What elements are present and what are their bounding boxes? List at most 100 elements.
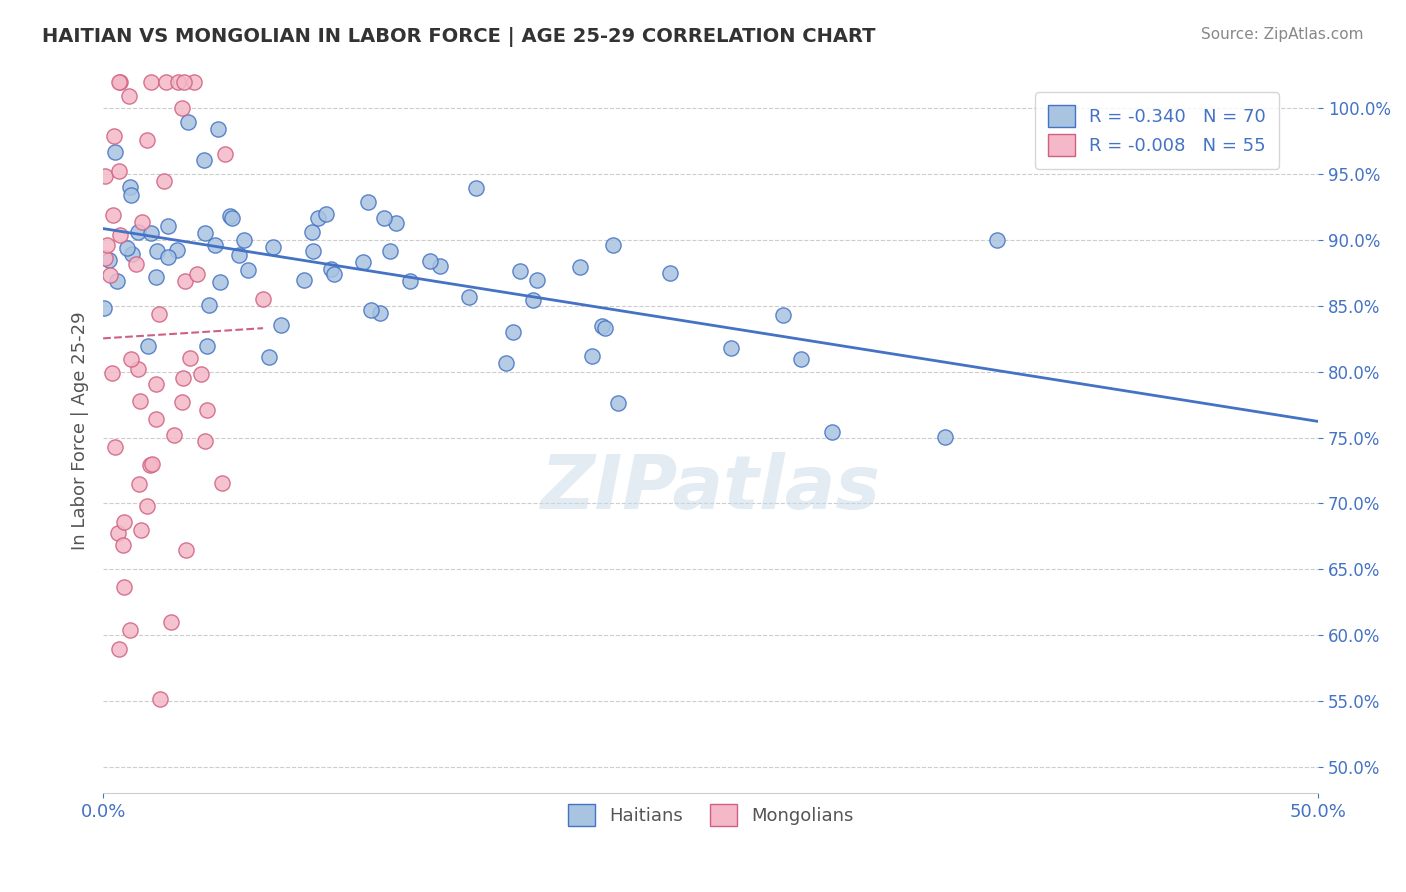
Point [772, 308, 794, 322]
Point [135, 133, 157, 147]
Point [96, 238, 118, 252]
Point [104, 145, 127, 159]
Point [131, 523, 153, 537]
Point [821, 425, 844, 440]
Point [228, 248, 250, 262]
Point [186, 267, 208, 281]
Point [569, 260, 592, 274]
Point [934, 430, 956, 444]
Point [139, 75, 162, 89]
Point [591, 318, 613, 333]
Point [238, 262, 260, 277]
Point [146, 244, 169, 259]
Point [101, 208, 124, 222]
Point [659, 266, 682, 280]
Legend: Haitians, Mongolians: Haitians, Mongolians [558, 795, 863, 835]
Point [204, 237, 226, 252]
Point [262, 240, 284, 254]
Point [101, 367, 124, 381]
Point [108, 164, 131, 178]
Point [139, 226, 162, 240]
Point [526, 273, 548, 287]
Point [145, 411, 167, 425]
Point [156, 250, 179, 264]
Point [107, 525, 129, 540]
Point [127, 225, 149, 239]
Point [160, 615, 183, 629]
Point [155, 75, 177, 89]
Point [252, 292, 274, 306]
Point [131, 215, 153, 229]
Point [233, 233, 256, 247]
Point [502, 325, 524, 339]
Point [270, 318, 292, 332]
Point [120, 188, 142, 202]
Point [986, 233, 1008, 247]
Point [302, 244, 325, 259]
Point [145, 377, 167, 392]
Point [94, 169, 117, 184]
Point [593, 321, 616, 335]
Point [368, 306, 391, 320]
Point [93, 301, 115, 316]
Point [98, 268, 121, 282]
Point [1372, 442, 1395, 456]
Point [294, 273, 316, 287]
Point [125, 257, 148, 271]
Text: ZIPatlas: ZIPatlas [541, 452, 880, 525]
Point [111, 538, 134, 552]
Point [197, 339, 219, 353]
Point [218, 209, 240, 223]
Point [163, 428, 186, 442]
Point [207, 122, 229, 136]
Point [121, 247, 143, 261]
Point [128, 476, 150, 491]
Point [495, 356, 517, 370]
Point [120, 180, 142, 194]
Point [315, 207, 337, 221]
Point [120, 351, 142, 366]
Point [104, 440, 127, 454]
Y-axis label: In Labor Force | Age 25-29: In Labor Force | Age 25-29 [72, 311, 89, 550]
Point [360, 302, 382, 317]
Point [323, 267, 346, 281]
Point [419, 253, 441, 268]
Point [118, 623, 141, 637]
Point [209, 275, 232, 289]
Point [602, 238, 624, 252]
Point [257, 350, 280, 364]
Point [117, 89, 139, 103]
Point [307, 211, 329, 226]
Point [136, 339, 159, 353]
Point [174, 543, 197, 558]
Point [166, 243, 188, 257]
Point [429, 260, 451, 274]
Point [198, 298, 221, 312]
Point [465, 181, 488, 195]
Point [190, 368, 212, 382]
Point [581, 350, 603, 364]
Point [94, 251, 117, 265]
Point [170, 101, 193, 115]
Point [214, 147, 236, 161]
Point [108, 228, 131, 243]
Point [373, 211, 395, 226]
Point [352, 255, 374, 269]
Point [183, 75, 205, 89]
Point [720, 341, 742, 355]
Point [790, 351, 813, 366]
Point [509, 263, 531, 277]
Point [148, 307, 170, 321]
Point [108, 75, 131, 89]
Point [357, 195, 380, 210]
Point [179, 351, 201, 365]
Point [141, 457, 163, 471]
Point [398, 274, 420, 288]
Point [98, 253, 121, 268]
Point [145, 270, 167, 285]
Point [172, 370, 194, 384]
Point [194, 226, 217, 240]
Point [195, 403, 218, 417]
Point [170, 395, 193, 409]
Point [114, 580, 136, 594]
